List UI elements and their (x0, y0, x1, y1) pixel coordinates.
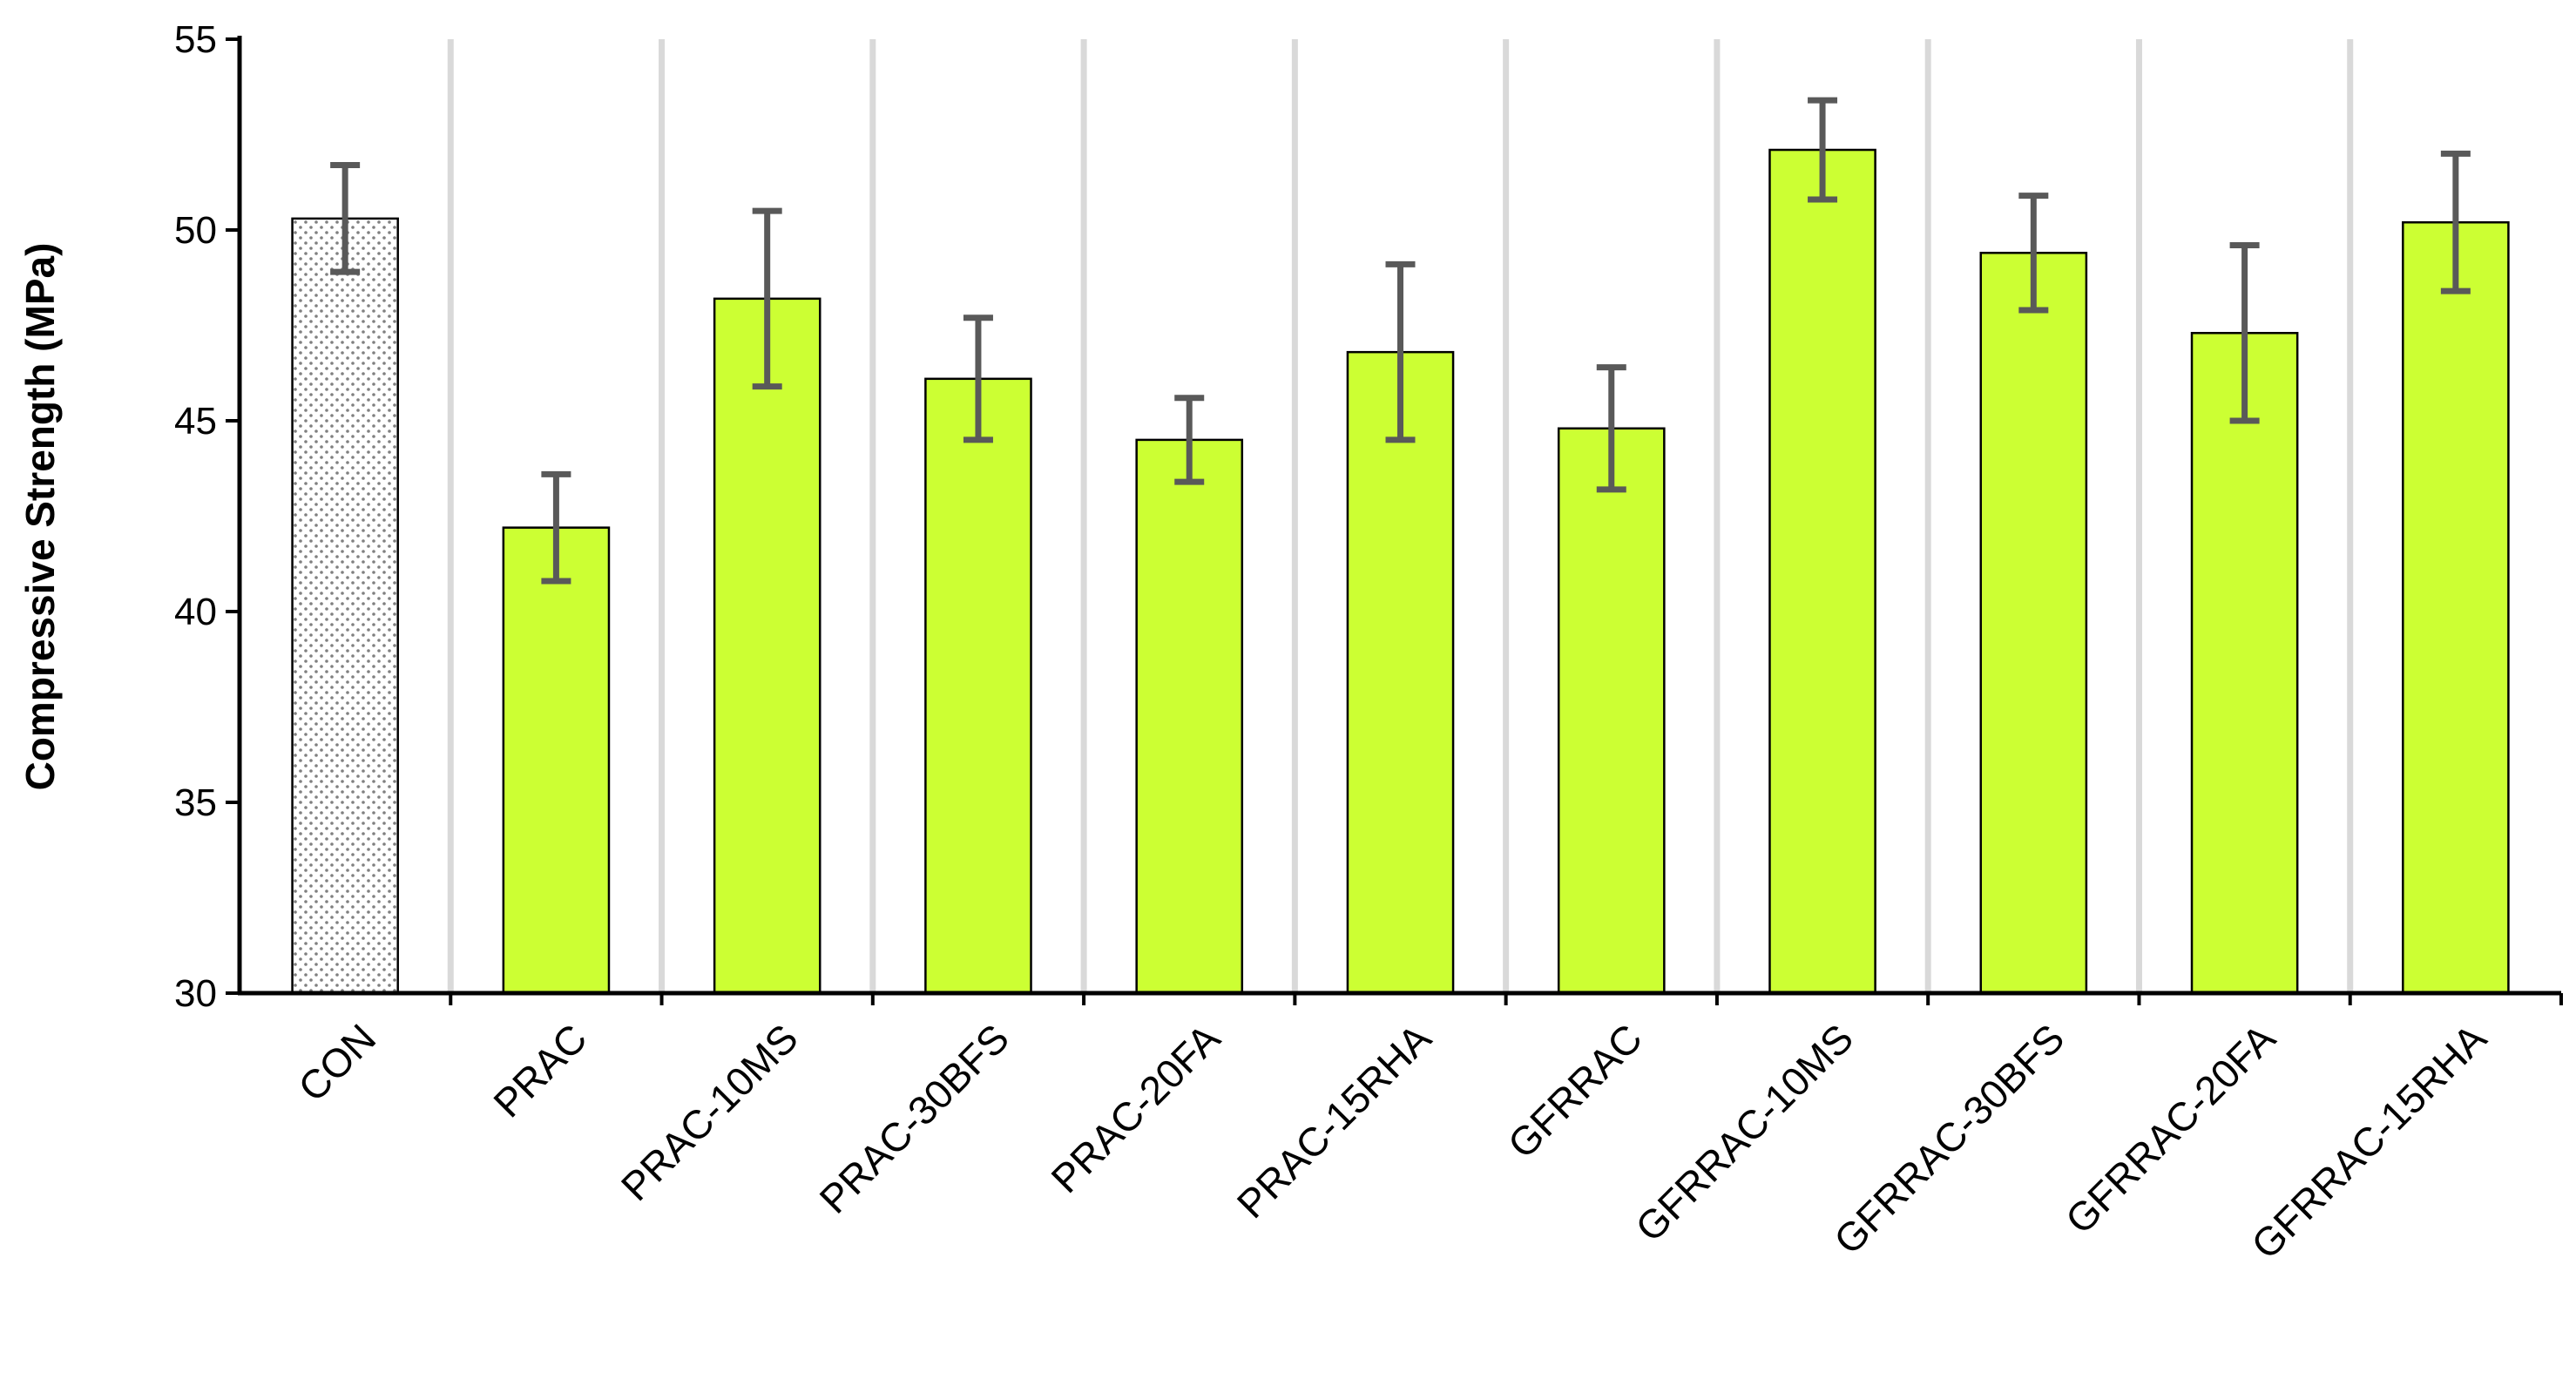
x-tick-label: GFRRAC-30BFS (1825, 1015, 2072, 1262)
y-tick-label: 30 (174, 972, 217, 1015)
bar-gfrrac-15rha (2402, 220, 2510, 995)
x-tick-label: PRAC-30BFS (811, 1015, 1018, 1221)
y-tick-label: 55 (174, 18, 217, 61)
y-tick-label: 35 (174, 781, 217, 824)
bar-gfrrac-10ms (1768, 148, 1876, 995)
bar-gfrrac (1557, 427, 1666, 995)
bar-prac-20fa (1135, 438, 1244, 995)
error-bar-prac-20fa (1174, 395, 1205, 485)
x-tick-label: PRAC (484, 1015, 595, 1126)
error-bar-con (330, 162, 361, 275)
bar-prac (502, 526, 611, 995)
error-bar-gfrrac (1596, 364, 1626, 493)
bar-prac-10ms (713, 297, 821, 995)
y-tick-label: 45 (174, 400, 217, 443)
y-axis-title: Compressive Strength (MPa) (17, 243, 63, 791)
error-bar-prac-30bfs (963, 314, 993, 443)
x-tick-label: PRAC-20FA (1042, 1015, 1228, 1201)
error-bar-gfrrac-10ms (1808, 97, 1838, 203)
error-bar-gfrrac-30bfs (2018, 193, 2049, 314)
x-tick-label: PRAC-15RHA (1228, 1015, 1440, 1227)
bar-gfrrac-30bfs (1979, 252, 2088, 995)
x-tick-label: CON (289, 1015, 384, 1110)
grid-lines (447, 39, 2354, 993)
error-bar-prac (541, 470, 571, 585)
error-bar-gfrrac-20fa (2229, 242, 2260, 424)
bar-con (291, 217, 399, 995)
error-bars (330, 97, 2471, 585)
x-tick-label: GFRRAC-10MS (1626, 1015, 1862, 1250)
error-bar-prac-15rha (1385, 260, 1416, 443)
error-bar-gfrrac-15rha (2440, 150, 2471, 294)
x-tick-label: GFRRAC-15RHA (2242, 1015, 2495, 1268)
x-tick-label: GFRRAC-20FA (2057, 1015, 2284, 1242)
x-tick-label: GFRRAC (1499, 1015, 1651, 1166)
x-tick-label: PRAC-10MS (612, 1015, 807, 1209)
y-tick-label: 40 (174, 591, 217, 633)
error-bar-prac-10ms (752, 207, 782, 390)
bar-prac-30bfs (924, 377, 1032, 995)
y-tick-label: 50 (174, 209, 217, 252)
bar-gfrrac-20fa (2190, 332, 2299, 995)
bar-prac-15rha (1346, 350, 1455, 995)
